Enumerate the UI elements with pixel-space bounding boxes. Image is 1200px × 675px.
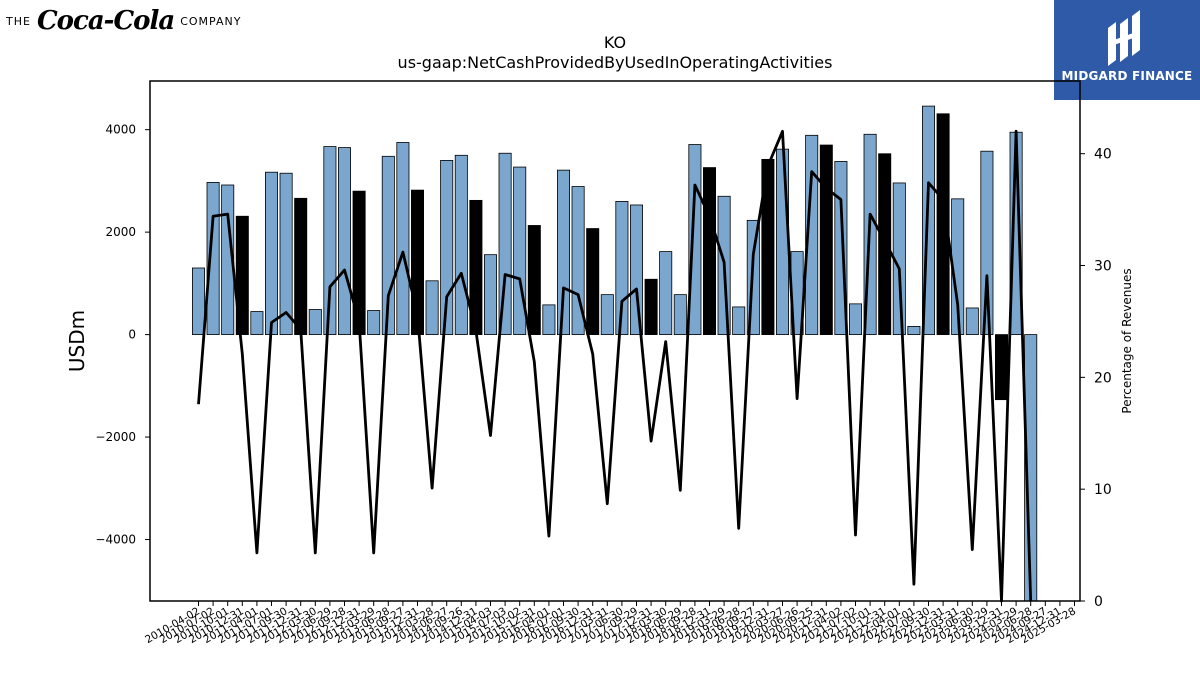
y-tick-label: −4000 (95, 533, 136, 547)
line-series (197, 129, 1033, 603)
bar (703, 167, 717, 335)
bar (659, 251, 673, 335)
bar (907, 325, 921, 335)
y-tick-label: −2000 (95, 430, 136, 444)
plot-frame (149, 80, 1081, 602)
bar (805, 134, 819, 335)
y-tick-label: 2000 (105, 225, 136, 239)
bar (557, 169, 571, 335)
y-tick-label: 0 (128, 328, 136, 342)
y-tick-label: 4000 (105, 123, 136, 137)
chart-subtitle: us-gaap:NetCashProvidedByUsedInOperating… (398, 53, 833, 72)
y2-tick-label: 0 (1094, 594, 1103, 610)
coca-cola-logo: THE Coca-Cola COMPANY (6, 4, 241, 38)
logo-suffix: COMPANY (180, 14, 242, 28)
bar (323, 146, 337, 335)
bar (644, 278, 658, 335)
bar (250, 311, 264, 335)
bar (673, 294, 687, 335)
y-axis-right: 0 10 20 30 40 (1080, 147, 1112, 610)
bar (732, 306, 746, 335)
bar (396, 142, 410, 335)
y2-axis-label: Percentage of Revenues (1120, 268, 1134, 413)
y2-tick-label: 40 (1094, 147, 1112, 163)
bar (542, 304, 556, 335)
bar (483, 254, 497, 335)
bar (980, 150, 994, 335)
bar (776, 148, 790, 335)
bar (206, 182, 220, 335)
midgard-mark-icon (1108, 10, 1140, 66)
bar (849, 303, 863, 335)
bar (600, 294, 614, 335)
bar (527, 225, 541, 335)
bar (615, 200, 629, 335)
logo-script: Coca-Cola (36, 6, 175, 36)
bar (367, 310, 381, 335)
bar (761, 158, 775, 335)
chart-title: KO (604, 33, 626, 52)
midgard-finance-logo: MIDGARD FINANCE (1054, 0, 1200, 100)
bar (279, 172, 293, 335)
bar (498, 152, 512, 335)
y2-tick-label: 30 (1094, 259, 1112, 275)
midgard-name: MIDGARD FINANCE (1061, 69, 1193, 83)
bar (995, 334, 1009, 401)
y-axis-label: USDm (65, 310, 89, 372)
bar (878, 153, 892, 335)
bar (191, 267, 205, 335)
bar (264, 171, 278, 335)
y2-tick-label: 20 (1094, 370, 1112, 386)
x-axis: 2010-04-022010-07-022010-10-012010-12-31… (143, 601, 1078, 646)
bar (630, 204, 644, 335)
bar (235, 215, 249, 335)
bar (571, 186, 585, 335)
bar (454, 154, 468, 335)
y2-tick-label: 10 (1094, 482, 1112, 498)
bar (337, 147, 351, 335)
bar (308, 309, 322, 335)
y-axis-left: −4000 −2000 0 2000 4000 (95, 123, 150, 547)
bar (294, 197, 308, 335)
percentage-line (197, 129, 1033, 603)
bar (819, 144, 833, 335)
logo-prefix: THE (6, 14, 31, 28)
bar (688, 144, 702, 335)
bar (425, 280, 439, 335)
bar (586, 228, 600, 335)
bar (965, 307, 979, 335)
bar (352, 190, 366, 335)
bar (936, 113, 950, 335)
